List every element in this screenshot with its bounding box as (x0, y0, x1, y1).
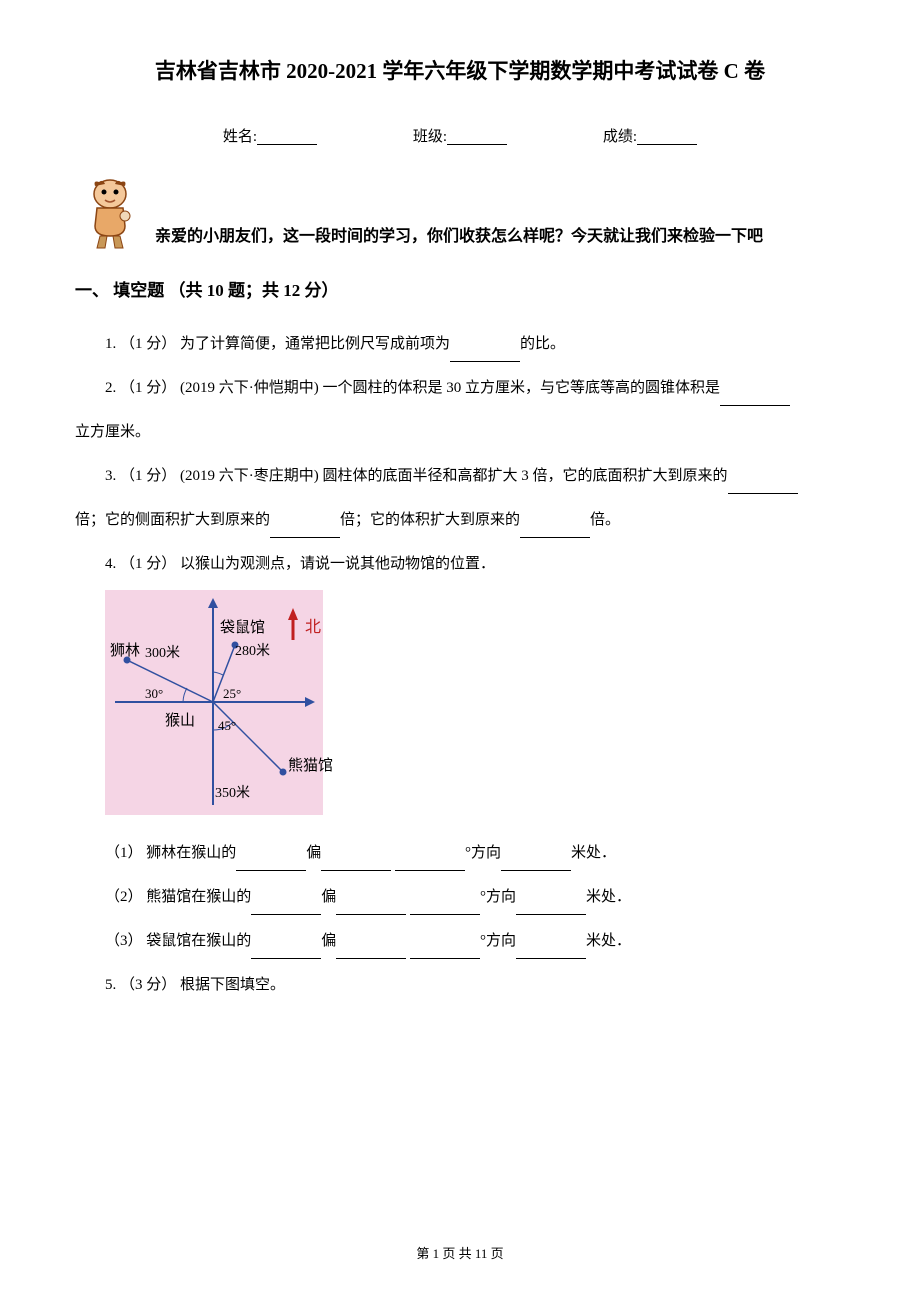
class-label: 班级: (413, 125, 447, 146)
svg-text:熊猫馆: 熊猫馆 (288, 757, 333, 774)
q4s2-blank1[interactable] (251, 897, 321, 915)
score-label: 成绩: (603, 125, 637, 146)
q3-blank-3[interactable] (520, 520, 590, 538)
q3-blank-1[interactable] (728, 476, 798, 494)
q1-blank[interactable] (450, 344, 520, 362)
svg-text:袋鼠馆: 袋鼠馆 (220, 619, 265, 636)
svg-text:狮林: 狮林 (110, 642, 140, 659)
q2-text-a: 2. （1 分） (2019 六下·仲恺期中) 一个圆柱的体积是 30 立方厘米… (105, 380, 720, 396)
svg-text:350米: 350米 (215, 785, 250, 801)
q4s2-prefix: （2） 熊猫馆在猴山的 (105, 889, 251, 905)
q4s3-blank4[interactable] (516, 941, 586, 959)
q2-text-b: 立方厘米。 (75, 424, 150, 440)
q4s2-blank3[interactable] (410, 897, 480, 915)
q1-text-b: 的比。 (520, 336, 565, 352)
class-field: 班级: (413, 125, 507, 146)
svg-text:30°: 30° (145, 686, 163, 701)
q4s1-suffix: 米处． (571, 845, 616, 861)
page-footer: 第 1 页 共 11 页 (0, 1243, 920, 1262)
svg-text:280米: 280米 (235, 643, 270, 659)
name-field: 姓名: (223, 125, 317, 146)
q2-blank[interactable] (720, 388, 790, 406)
q4s3-suffix: 米处． (586, 933, 631, 949)
q4s3-mid1: 偏 (321, 933, 336, 949)
mascot-icon (75, 176, 145, 251)
q4-diagram: 北 狮林 300米 袋鼠馆 280米 熊猫馆 350米 猴山 30° 25° 4… (105, 590, 345, 815)
question-5: 5. （3 分） 根据下图填空。 (75, 967, 845, 1003)
class-blank[interactable] (447, 127, 507, 145)
q4s1-mid2: °方向 (465, 845, 501, 861)
score-field: 成绩: (603, 125, 697, 146)
q4-sub2: （2） 熊猫馆在猴山的 偏 °方向 米处． (75, 879, 845, 915)
q4s2-mid2: °方向 (480, 889, 516, 905)
q4s3-blank3[interactable] (410, 941, 480, 959)
q4-sub3: （3） 袋鼠馆在猴山的 偏 °方向 米处． (75, 923, 845, 959)
q4s2-blank2[interactable] (336, 897, 406, 915)
question-3: 3. （1 分） (2019 六下·枣庄期中) 圆柱体的底面半径和高都扩大 3 … (75, 458, 845, 494)
q4s3-mid2: °方向 (480, 933, 516, 949)
svg-text:300米: 300米 (145, 645, 180, 661)
exam-title: 吉林省吉林市 2020-2021 学年六年级下学期数学期中考试试卷 C 卷 (75, 55, 845, 85)
q4s1-prefix: （1） 狮林在猴山的 (105, 845, 236, 861)
greeting-text: 亲爱的小朋友们，这一段时间的学习，你们收获怎么样呢？今天就让我们来检验一下吧 (155, 222, 763, 251)
q4-sub1: （1） 狮林在猴山的 偏 °方向 米处． (75, 835, 845, 871)
svg-text:25°: 25° (223, 686, 241, 701)
question-4: 4. （1 分） 以猴山为观测点，请说一说其他动物馆的位置． (75, 546, 845, 582)
svg-text:45°: 45° (218, 718, 236, 733)
q4s1-blank3[interactable] (395, 853, 465, 871)
q4s1-mid1: 偏 (306, 845, 321, 861)
q1-text-a: 1. （1 分） 为了计算简便，通常把比例尺写成前项为 (105, 336, 450, 352)
question-1: 1. （1 分） 为了计算简便，通常把比例尺写成前项为 的比。 (75, 326, 845, 362)
q3-text-a: 3. （1 分） (2019 六下·枣庄期中) 圆柱体的底面半径和高都扩大 3 … (105, 468, 728, 484)
q4s3-blank2[interactable] (336, 941, 406, 959)
greeting-row: 亲爱的小朋友们，这一段时间的学习，你们收获怎么样呢？今天就让我们来检验一下吧 (75, 176, 845, 251)
q3-text-b: 倍；它的侧面积扩大到原来的 (75, 512, 270, 528)
question-2: 2. （1 分） (2019 六下·仲恺期中) 一个圆柱的体积是 30 立方厘米… (75, 370, 845, 406)
name-blank[interactable] (257, 127, 317, 145)
section-header: 一、 填空题 （共 10 题；共 12 分） (75, 276, 845, 301)
score-blank[interactable] (637, 127, 697, 145)
svg-text:猴山: 猴山 (165, 712, 195, 729)
q4s1-blank1[interactable] (236, 853, 306, 871)
q4s3-prefix: （3） 袋鼠馆在猴山的 (105, 933, 251, 949)
q4s1-blank4[interactable] (501, 853, 571, 871)
question-2-cont: 立方厘米。 (75, 414, 845, 450)
q4s2-blank4[interactable] (516, 897, 586, 915)
name-label: 姓名: (223, 125, 257, 146)
q3-text-c: 倍；它的体积扩大到原来的 (340, 512, 520, 528)
q4s2-mid1: 偏 (321, 889, 336, 905)
q4s2-suffix: 米处． (586, 889, 631, 905)
q3-blank-2[interactable] (270, 520, 340, 538)
q3-text-d: 倍。 (590, 512, 620, 528)
question-3-cont: 倍；它的侧面积扩大到原来的 倍；它的体积扩大到原来的 倍。 (75, 502, 845, 538)
svg-text:北: 北 (305, 618, 321, 636)
q4s1-blank2[interactable] (321, 853, 391, 871)
info-row: 姓名: 班级: 成绩: (75, 125, 845, 146)
q4s3-blank1[interactable] (251, 941, 321, 959)
